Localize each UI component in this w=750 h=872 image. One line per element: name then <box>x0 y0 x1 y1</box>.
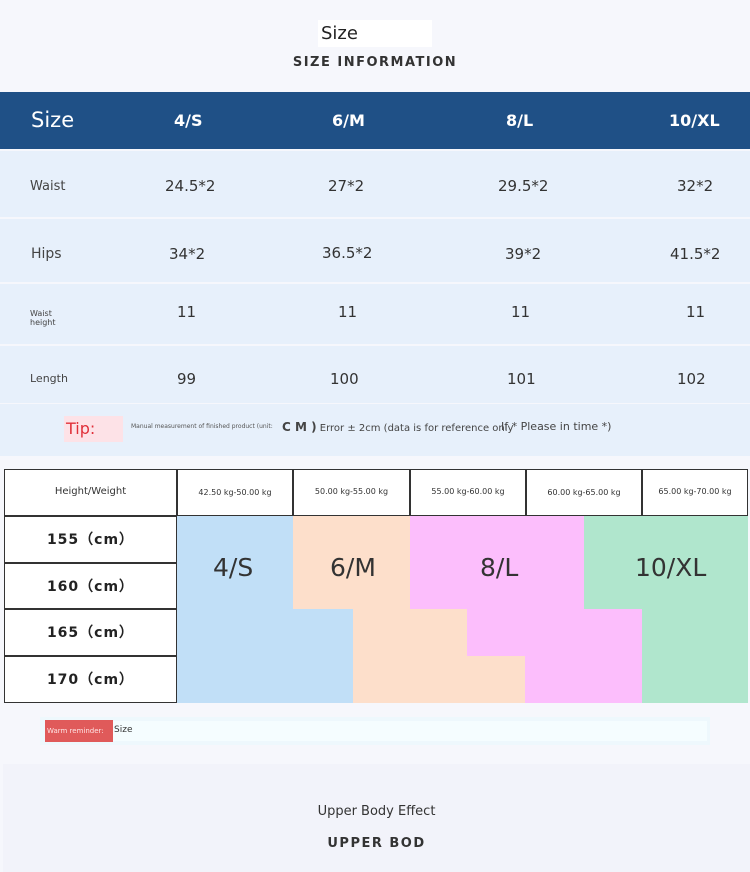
cell-value: 39*2 <box>505 245 542 263</box>
size-l-block <box>525 656 642 703</box>
cell-value: 99 <box>177 370 197 388</box>
size-table-header: Size 4/S 6/M 8/L 10/XL <box>0 92 750 149</box>
weight-header: 55.00 kg-60.00 kg <box>410 469 526 516</box>
cell-value: 27*2 <box>328 177 365 195</box>
weight-header: 50.00 kg-55.00 kg <box>293 469 410 516</box>
tip-right-note: If * Please in time *) <box>501 420 612 433</box>
tip-error: Error ± 2cm (data is for reference only <box>319 423 514 434</box>
cell-value: 36.5*2 <box>322 244 373 262</box>
header-size-m: 6/M <box>332 111 365 130</box>
row-label: Waist <box>30 179 66 194</box>
chart-corner: Height/Weight <box>4 469 177 516</box>
cell-value: 101 <box>507 370 536 388</box>
upper-body-title: Upper Body Effect <box>317 804 436 819</box>
weight-header: 60.00 kg-65.00 kg <box>526 469 642 516</box>
tip-measurement-note: Manual measurement of finished product (… <box>131 423 273 430</box>
warm-reminder-text: Size <box>114 725 133 735</box>
weight-label: 55.00 kg-60.00 kg <box>431 487 505 496</box>
row-label: Hips <box>31 246 62 262</box>
cell-value: 32*2 <box>677 177 714 195</box>
fit-chart: Height/Weight 42.50 kg-50.00 kg 50.00 kg… <box>4 469 748 703</box>
cell-value: 11 <box>686 303 706 321</box>
size-m-block <box>353 656 525 703</box>
cell-value: 41.5*2 <box>670 245 721 263</box>
title-box: Size <box>318 20 432 47</box>
warm-reminder-field <box>113 721 707 741</box>
row-label: Waist height <box>30 309 56 327</box>
cell-value: 11 <box>338 303 358 321</box>
height-label: 160（cm） <box>4 563 177 609</box>
upper-body-section: Upper Body Effect UPPER BOD <box>3 764 750 872</box>
header-corner: Size <box>31 108 75 132</box>
section-subtitle: SIZE INFORMATION <box>292 55 458 70</box>
size-xl-block <box>584 516 748 609</box>
header-size-l: 8/L <box>506 111 534 130</box>
tip-label: Tip: <box>64 416 123 442</box>
weight-label: 65.00 kg-70.00 kg <box>658 487 732 496</box>
size-m-label: 6/M <box>330 553 376 582</box>
size-xl-block <box>642 609 748 703</box>
warm-reminder: Warm reminder: Size <box>40 717 710 745</box>
row-label: Length <box>30 372 68 385</box>
tip-error-note: C M ) Error ± 2cm (data is for reference… <box>282 420 513 434</box>
weight-header: 42.50 kg-50.00 kg <box>177 469 293 516</box>
table-row: Waist height 11 11 11 11 <box>0 284 750 344</box>
size-m-block <box>293 516 410 609</box>
table-row: Waist 24.5*2 27*2 29.5*2 32*2 <box>0 151 750 217</box>
size-s-block <box>293 609 353 703</box>
cell-value: 102 <box>677 370 706 388</box>
cell-value: 100 <box>330 370 359 388</box>
size-l-block <box>410 516 584 609</box>
chart-corner-label: Height/Weight <box>54 486 127 497</box>
tip-row: Tip: Manual measurement of finished prod… <box>0 404 750 456</box>
height-label: 170（cm） <box>4 656 177 703</box>
header-size-xl: 10/XL <box>669 111 720 130</box>
weight-label: 42.50 kg-50.00 kg <box>198 488 272 497</box>
cell-value: 34*2 <box>169 245 206 263</box>
size-table: Size 4/S 6/M 8/L 10/XL Waist 24.5*2 27*2… <box>0 92 750 403</box>
size-l-block <box>467 609 642 656</box>
table-row: Hips 34*2 36.5*2 39*2 41.5*2 <box>0 219 750 282</box>
size-s-label: 4/S <box>213 553 254 582</box>
cell-value: 11 <box>177 303 197 321</box>
table-row: Length 99 100 101 102 <box>0 346 750 403</box>
size-m-block <box>353 609 467 656</box>
upper-body-subtitle: UPPER BOD <box>327 836 426 851</box>
size-l-label: 8/L <box>480 553 519 582</box>
size-s-block <box>177 516 293 703</box>
header-size-s: 4/S <box>174 111 203 130</box>
weight-label: 50.00 kg-55.00 kg <box>314 487 389 496</box>
cell-value: 29.5*2 <box>498 177 549 195</box>
size-xl-label: 10/XL <box>635 553 707 582</box>
cell-value: 11 <box>511 303 531 321</box>
tip-unit: C M ) <box>282 420 317 434</box>
weight-label: 60.00 kg-65.00 kg <box>547 488 621 497</box>
height-label: 155（cm） <box>4 516 177 563</box>
weight-header: 65.00 kg-70.00 kg <box>642 469 748 516</box>
cell-value: 24.5*2 <box>165 177 216 195</box>
warm-reminder-badge: Warm reminder: <box>45 720 113 742</box>
height-label: 165（cm） <box>4 609 177 656</box>
